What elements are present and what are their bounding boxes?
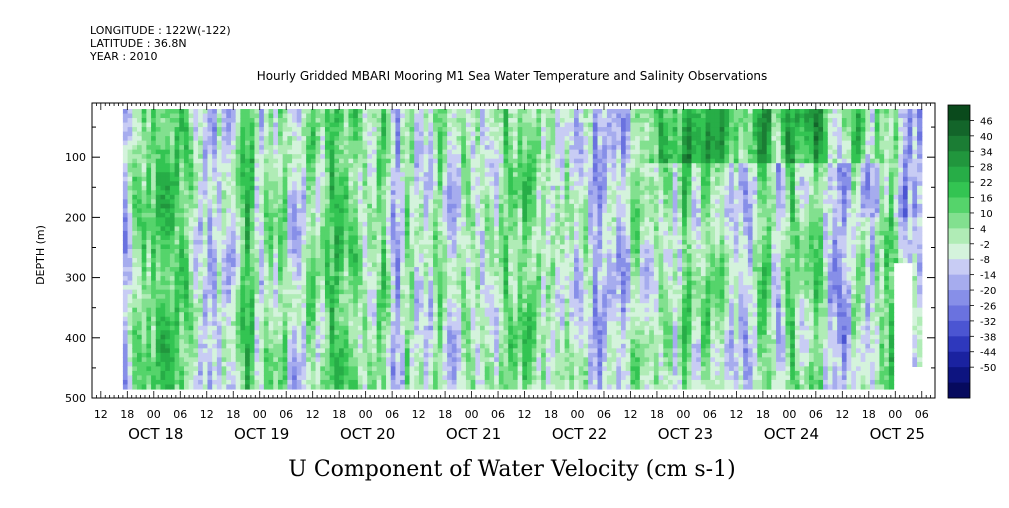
colorbar-tick-label: -44 xyxy=(980,348,996,359)
colorbar-tick-label: 46 xyxy=(980,116,993,127)
x-day-label: OCT 22 xyxy=(552,425,607,443)
colorbar-tick-label: 10 xyxy=(980,209,993,220)
y-tick-label: 400 xyxy=(65,332,86,345)
colorbar-swatch xyxy=(948,383,970,399)
colorbar-swatch xyxy=(948,151,970,167)
y-tick-label: 200 xyxy=(65,211,86,224)
x-day-label: OCT 23 xyxy=(658,425,713,443)
colorbar-swatch xyxy=(948,120,970,136)
x-tick-label: 00 xyxy=(253,408,267,421)
x-day-label: OCT 18 xyxy=(128,425,183,443)
x-day-label: OCT 21 xyxy=(446,425,501,443)
x-tick-label: 12 xyxy=(835,408,849,421)
colorbar-swatch xyxy=(948,244,970,260)
colorbar-tick-label: -32 xyxy=(980,317,996,328)
colorbar-swatch xyxy=(948,198,970,214)
x-tick-label: 18 xyxy=(756,408,770,421)
x-tick-label: 00 xyxy=(147,408,161,421)
x-day-label: OCT 20 xyxy=(340,425,395,443)
colorbar-swatch xyxy=(948,367,970,383)
x-tick-label: 18 xyxy=(862,408,876,421)
x-tick-label: 00 xyxy=(676,408,690,421)
x-tick-label: 06 xyxy=(279,408,293,421)
x-tick-label: 18 xyxy=(120,408,134,421)
colorbar: 46 40 34 28 22 16 10 4 -2 -8 -14 -20 -26 -32 -38 -44 -50 xyxy=(948,105,996,398)
colorbar-swatch xyxy=(948,336,970,352)
y-tick-label: 500 xyxy=(65,392,86,405)
x-tick-label: 12 xyxy=(94,408,108,421)
latitude-label: LATITUDE : 36.8N xyxy=(90,37,187,50)
colorbar-swatch xyxy=(948,228,970,244)
colorbar-tick-label: -8 xyxy=(980,255,990,266)
year-label: YEAR : 2010 xyxy=(89,50,158,63)
colorbar-swatch xyxy=(948,213,970,229)
x-tick-label: 06 xyxy=(173,408,187,421)
longitude-label: LONGITUDE : 122W(-122) xyxy=(90,24,231,37)
x-tick-label: 18 xyxy=(332,408,346,421)
x-tick-label: 06 xyxy=(491,408,505,421)
colorbar-tick-label: -26 xyxy=(980,301,996,312)
colorbar-tick-label: 28 xyxy=(980,163,993,174)
x-tick-label: 00 xyxy=(782,408,796,421)
colorbar-tick-label: 34 xyxy=(980,147,993,158)
colorbar-tick-label: 16 xyxy=(980,194,993,205)
x-tick-label: 00 xyxy=(359,408,373,421)
y-tick-label: 100 xyxy=(65,151,86,164)
colorbar-tick-label: 4 xyxy=(980,224,986,235)
x-day-label: OCT 19 xyxy=(234,425,289,443)
colorbar-swatch xyxy=(948,259,970,275)
x-tick-label: 06 xyxy=(915,408,929,421)
colorbar-tick-label: -50 xyxy=(980,363,996,374)
colorbar-tick-label: -14 xyxy=(980,271,996,282)
x-tick-label: 18 xyxy=(544,408,558,421)
x-tick-label: 12 xyxy=(306,408,320,421)
colorbar-tick-label: -20 xyxy=(980,286,996,297)
y-tick-label: 300 xyxy=(65,272,86,285)
x-tick-label: 00 xyxy=(888,408,902,421)
colorbar-swatch xyxy=(948,105,970,121)
x-tick-label: 12 xyxy=(200,408,214,421)
heatmap-field xyxy=(123,109,922,390)
x-axis-label: U Component of Water Velocity (cm s-1) xyxy=(288,457,735,482)
y-axis-label: DEPTH (m) xyxy=(34,225,47,285)
x-tick-label: 06 xyxy=(597,408,611,421)
colorbar-swatch xyxy=(948,275,970,291)
colorbar-swatch xyxy=(948,167,970,183)
x-tick-label: 18 xyxy=(438,408,452,421)
x-day-label: OCT 25 xyxy=(870,425,925,443)
colorbar-tick-label: -38 xyxy=(980,332,996,343)
x-tick-label: 12 xyxy=(729,408,743,421)
x-tick-label: 00 xyxy=(465,408,479,421)
colorbar-swatch xyxy=(948,352,970,368)
colorbar-tick-label: 40 xyxy=(980,132,993,143)
x-tick-label: 06 xyxy=(809,408,823,421)
x-tick-label: 06 xyxy=(385,408,399,421)
colorbar-swatch xyxy=(948,136,970,152)
x-tick-label: 12 xyxy=(518,408,532,421)
colorbar-tick-label: 22 xyxy=(980,178,993,189)
colorbar-tick-label: -2 xyxy=(980,240,990,251)
x-tick-label: 18 xyxy=(226,408,240,421)
x-tick-label: 12 xyxy=(412,408,426,421)
x-tick-label: 00 xyxy=(570,408,584,421)
colorbar-swatch xyxy=(948,321,970,337)
x-day-label: OCT 24 xyxy=(764,425,819,443)
x-tick-label: 06 xyxy=(703,408,717,421)
colorbar-swatch xyxy=(948,290,970,306)
colorbar-swatch xyxy=(948,305,970,321)
chart-title: Hourly Gridded MBARI Mooring M1 Sea Wate… xyxy=(257,69,768,83)
colorbar-swatch xyxy=(948,182,970,198)
x-tick-label: 12 xyxy=(623,408,637,421)
x-tick-label: 18 xyxy=(650,408,664,421)
